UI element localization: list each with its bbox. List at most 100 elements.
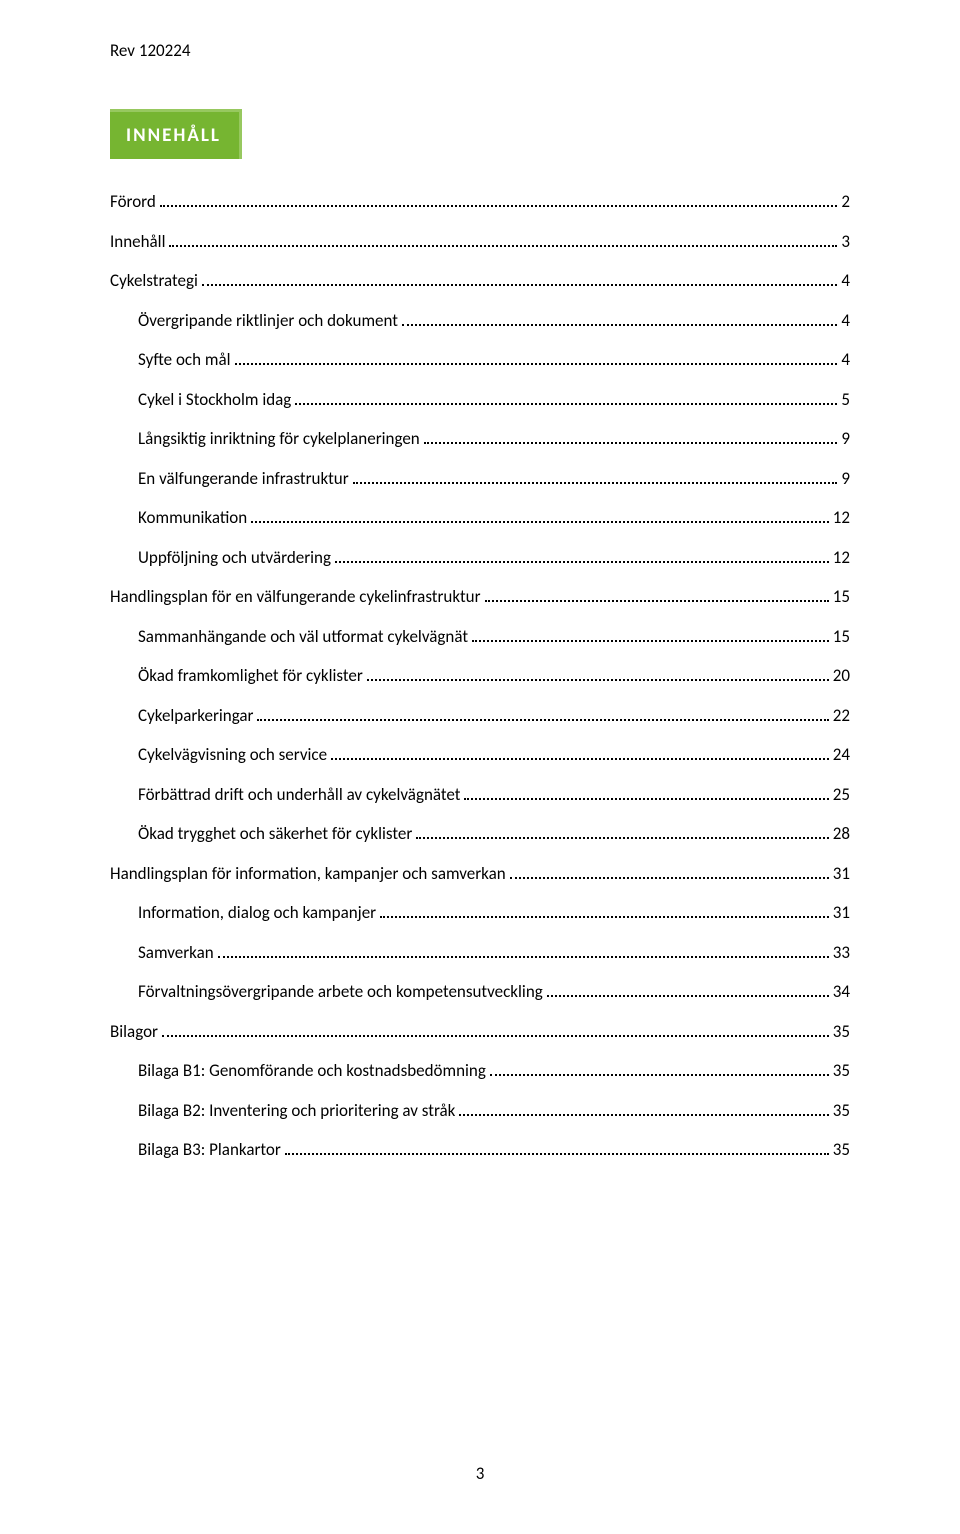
toc-leader: [380, 916, 829, 918]
toc-entry-page[interactable]: 22: [833, 703, 850, 729]
toc-entry-label[interactable]: Handlingsplan för en välfungerande cykel…: [110, 584, 481, 610]
toc-leader: [235, 363, 838, 365]
toc-row: Långsiktig inriktning för cykelplanering…: [138, 426, 850, 452]
toc-entry-page[interactable]: 20: [833, 663, 850, 689]
toc-row: En välfungerande infrastruktur 9: [138, 466, 850, 492]
toc-entry-label[interactable]: Cykelstrategi: [110, 268, 198, 294]
toc-entry-page[interactable]: 4: [841, 347, 850, 373]
toc-leader: [160, 205, 838, 207]
toc-entry-page[interactable]: 31: [833, 900, 850, 926]
toc-row: Uppföljning och utvärdering 12: [138, 545, 850, 571]
document-page: Rev 120224 INNEHÅLL Förord2Innehåll3Cyke…: [0, 0, 960, 1534]
toc-entry-page[interactable]: 24: [833, 742, 850, 768]
toc-entry-page[interactable]: 34: [833, 979, 850, 1005]
toc-entry-label[interactable]: Sammanhängande och väl utformat cykelväg…: [138, 624, 468, 650]
toc-entry-label[interactable]: Samverkan: [138, 940, 214, 966]
toc-leader: [295, 403, 837, 405]
toc-entry-label[interactable]: Långsiktig inriktning för cykelplanering…: [138, 426, 420, 452]
toc-row: Bilaga B3: Plankartor 35: [138, 1137, 850, 1163]
toc-leader: [367, 679, 829, 681]
toc-row: Ökad framkomlighet för cyklister 20: [138, 663, 850, 689]
toc-entry-page[interactable]: 35: [833, 1019, 850, 1045]
toc-leader: [510, 877, 829, 879]
toc-leader: [490, 1074, 829, 1076]
toc-row: Cykelvägvisning och service 24: [138, 742, 850, 768]
toc-entry-label[interactable]: Cykelparkeringar: [138, 703, 253, 729]
toc-entry-label[interactable]: Innehåll: [110, 229, 165, 255]
toc-row: Innehåll 3: [110, 229, 850, 255]
toc-row: Bilaga B2: Inventering och prioritering …: [138, 1098, 850, 1124]
toc-row: Cykel i Stockholm idag 5: [138, 387, 850, 413]
toc-leader: [169, 245, 837, 247]
toc-leader: [202, 284, 837, 286]
toc-leader: [331, 758, 829, 760]
toc-entry-page[interactable]: 35: [833, 1098, 850, 1124]
page-number: 3: [0, 1463, 960, 1484]
toc-entry-page[interactable]: 4: [841, 308, 850, 334]
toc-entry-label[interactable]: Kommunikation: [138, 505, 247, 531]
toc-row: Bilaga B1: Genomförande och kostnadsbedö…: [138, 1058, 850, 1084]
toc-leader: [472, 640, 829, 642]
toc-entry-label[interactable]: Ökad framkomlighet för cyklister: [138, 663, 363, 689]
toc-leader: [218, 956, 829, 958]
toc-entry-page[interactable]: 9: [841, 466, 850, 492]
toc-entry-page[interactable]: 12: [833, 545, 850, 571]
toc-row: Förvaltningsövergripande arbete och komp…: [138, 979, 850, 1005]
toc-entry-page[interactable]: 5: [841, 387, 850, 413]
toc-entry-page[interactable]: 15: [833, 624, 850, 650]
toc-leader: [353, 482, 838, 484]
toc-entry-page[interactable]: 12: [833, 505, 850, 531]
toc-entry-page[interactable]: 33: [833, 940, 850, 966]
toc-entry-page[interactable]: 4: [841, 268, 850, 294]
toc-entry-page[interactable]: 28: [833, 821, 850, 847]
toc-leader: [464, 798, 828, 800]
table-of-contents: Förord 2 Innehåll 3 Cykelstrategi 4 Övergripan…: [110, 189, 850, 1163]
toc-entry-page[interactable]: 15: [833, 584, 850, 610]
toc-leader: [251, 521, 829, 523]
header-revision: Rev 120224: [110, 40, 850, 61]
toc-row: Handlingsplan för information, kampanjer…: [110, 861, 850, 887]
toc-entry-page[interactable]: 25: [833, 782, 850, 808]
toc-row: Kommunikation 12: [138, 505, 850, 531]
toc-entry-label[interactable]: Övergripande riktlinjer och dokument: [138, 308, 398, 334]
toc-row: Ökad trygghet och säkerhet för cyklister…: [138, 821, 850, 847]
toc-row: Förbättrad drift och underhåll av cykelv…: [138, 782, 850, 808]
toc-entry-page[interactable]: 2: [841, 189, 850, 215]
toc-row: Samverkan 33: [138, 940, 850, 966]
toc-entry-page[interactable]: 35: [833, 1137, 850, 1163]
toc-row: Syfte och mål 4: [138, 347, 850, 373]
toc-entry-label[interactable]: Förvaltningsövergripande arbete och komp…: [138, 979, 543, 1005]
toc-entry-page[interactable]: 31: [833, 861, 850, 887]
toc-leader: [257, 719, 828, 721]
toc-row: Cykelparkeringar 22: [138, 703, 850, 729]
toc-leader: [402, 324, 837, 326]
toc-leader: [547, 995, 829, 997]
toc-entry-label[interactable]: Bilaga B3: Plankartor: [138, 1137, 281, 1163]
toc-entry-label[interactable]: Cykel i Stockholm idag: [138, 387, 291, 413]
toc-leader: [424, 442, 838, 444]
toc-row: Handlingsplan för en välfungerande cykel…: [110, 584, 850, 610]
toc-leader: [416, 837, 829, 839]
toc-row: Information, dialog och kampanjer 31: [138, 900, 850, 926]
toc-entry-label[interactable]: Bilagor: [110, 1019, 158, 1045]
toc-entry-label[interactable]: Handlingsplan för information, kampanjer…: [110, 861, 506, 887]
toc-entry-page[interactable]: 35: [833, 1058, 850, 1084]
toc-entry-label[interactable]: En välfungerande infrastruktur: [138, 466, 349, 492]
toc-leader: [162, 1035, 829, 1037]
toc-row: Förord 2: [110, 189, 850, 215]
toc-entry-label[interactable]: Bilaga B2: Inventering och prioritering …: [138, 1098, 455, 1124]
toc-row: Sammanhängande och väl utformat cykelväg…: [138, 624, 850, 650]
toc-leader: [335, 561, 829, 563]
toc-entry-page[interactable]: 9: [841, 426, 850, 452]
toc-entry-label[interactable]: Ökad trygghet och säkerhet för cyklister: [138, 821, 412, 847]
toc-entry-label[interactable]: Information, dialog och kampanjer: [138, 900, 376, 926]
toc-entry-label[interactable]: Syfte och mål: [138, 347, 231, 373]
toc-entry-label[interactable]: Förord: [110, 189, 156, 215]
toc-entry-page[interactable]: 3: [841, 229, 850, 255]
toc-entry-label[interactable]: Cykelvägvisning och service: [138, 742, 327, 768]
toc-row: Cykelstrategi 4: [110, 268, 850, 294]
toc-entry-label[interactable]: Förbättrad drift och underhåll av cykelv…: [138, 782, 460, 808]
toc-entry-label[interactable]: Bilaga B1: Genomförande och kostnadsbedö…: [138, 1058, 486, 1084]
toc-entry-label[interactable]: Uppföljning och utvärdering: [138, 545, 331, 571]
toc-leader: [485, 600, 829, 602]
